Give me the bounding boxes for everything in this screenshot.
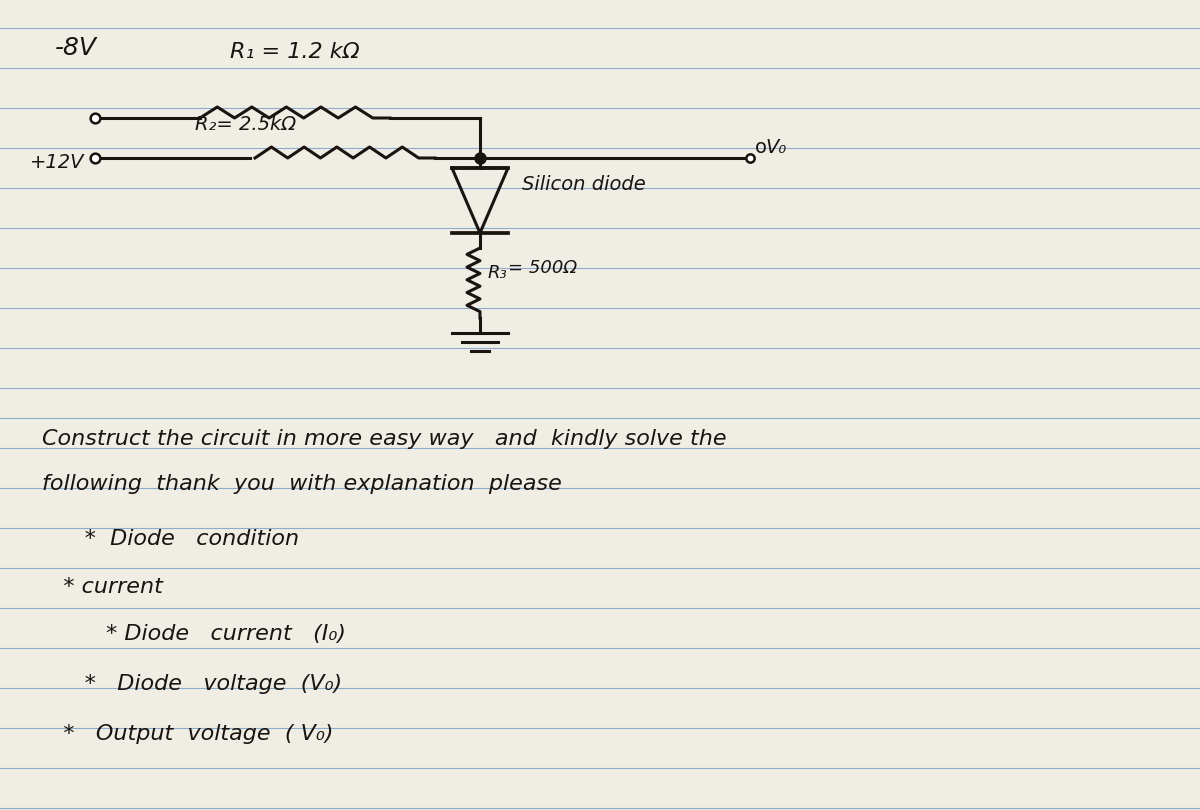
Text: -8V: -8V: [55, 36, 97, 60]
Text: *  Diode   condition: * Diode condition: [42, 529, 299, 549]
Text: R₂= 2.5kΩ: R₂= 2.5kΩ: [194, 115, 296, 134]
Text: following  thank  you  with explanation  please: following thank you with explanation ple…: [42, 474, 562, 494]
Text: * current: * current: [42, 577, 163, 597]
Text: * Diode   current   (I₀): * Diode current (I₀): [42, 624, 346, 644]
Text: = 500Ω: = 500Ω: [508, 259, 577, 277]
Text: Silicon diode: Silicon diode: [522, 175, 646, 194]
Text: R₁ = 1.2 kΩ: R₁ = 1.2 kΩ: [230, 42, 360, 62]
Text: +12V: +12V: [30, 153, 84, 172]
Text: Construct the circuit in more easy way   and  kindly solve the: Construct the circuit in more easy way a…: [42, 429, 727, 449]
Text: R₃: R₃: [488, 264, 508, 282]
Text: *   Output  voltage  ( V₀): * Output voltage ( V₀): [42, 724, 334, 744]
Text: *   Diode   voltage  (V₀): * Diode voltage (V₀): [42, 674, 342, 694]
Text: o: o: [755, 138, 767, 157]
Text: V₀: V₀: [766, 138, 786, 157]
